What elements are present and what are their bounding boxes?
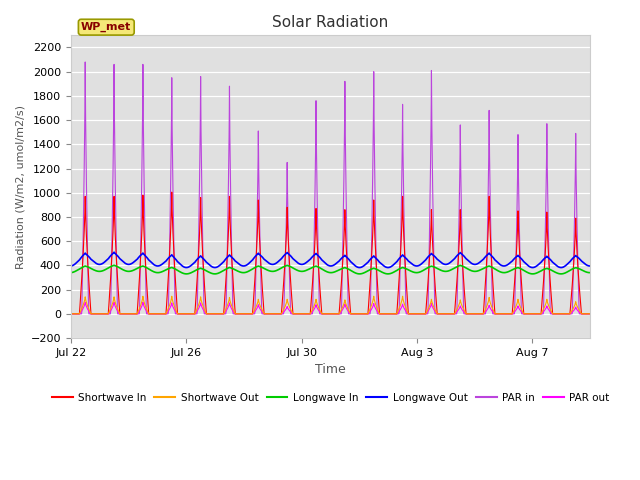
Shortwave In	[182, 311, 190, 317]
Longwave Out	[148, 261, 156, 266]
PAR out	[519, 311, 527, 316]
PAR out	[347, 311, 355, 317]
Shortwave In	[168, 189, 175, 195]
Longwave Out	[117, 257, 125, 263]
Shortwave Out	[67, 311, 75, 317]
PAR out	[81, 300, 89, 305]
Longwave In	[182, 271, 190, 277]
PAR in	[117, 311, 125, 317]
Shortwave Out	[347, 311, 355, 317]
PAR out	[586, 311, 594, 317]
Longwave In	[117, 266, 125, 272]
Longwave Out	[586, 263, 594, 269]
Shortwave In	[586, 311, 594, 317]
Legend: Shortwave In, Shortwave Out, Longwave In, Longwave Out, PAR in, PAR out: Shortwave In, Shortwave Out, Longwave In…	[47, 389, 613, 407]
Longwave Out	[182, 264, 190, 270]
Line: PAR out: PAR out	[71, 302, 590, 314]
Y-axis label: Radiation (W/m2, umol/m2/s): Radiation (W/m2, umol/m2/s)	[15, 105, 25, 269]
Longwave Out	[529, 264, 536, 270]
Line: PAR in: PAR in	[71, 62, 590, 314]
Line: Shortwave Out: Shortwave Out	[71, 296, 590, 314]
Shortwave Out	[255, 300, 263, 306]
Shortwave Out	[182, 311, 190, 317]
Shortwave In	[148, 311, 156, 317]
Shortwave In	[67, 311, 75, 317]
Longwave In	[519, 267, 527, 273]
Shortwave In	[519, 301, 527, 307]
Shortwave Out	[519, 310, 527, 315]
Shortwave In	[347, 311, 355, 317]
Longwave In	[529, 271, 536, 277]
PAR out	[148, 311, 156, 317]
Longwave In	[347, 267, 355, 273]
Longwave In	[148, 268, 156, 274]
PAR in	[182, 311, 190, 317]
PAR out	[182, 311, 190, 317]
PAR out	[67, 311, 75, 317]
Line: Longwave Out: Longwave Out	[71, 252, 590, 267]
PAR in	[347, 311, 355, 317]
PAR in	[586, 311, 594, 317]
Shortwave In	[117, 311, 125, 317]
Shortwave Out	[586, 311, 594, 317]
Shortwave Out	[139, 293, 147, 299]
PAR in	[81, 59, 89, 65]
Longwave Out	[110, 249, 118, 255]
PAR out	[117, 311, 125, 317]
Longwave Out	[519, 258, 527, 264]
PAR in	[255, 205, 263, 211]
PAR in	[519, 311, 527, 317]
Shortwave Out	[148, 311, 156, 317]
Longwave In	[110, 263, 118, 268]
Longwave Out	[255, 252, 263, 257]
PAR out	[255, 305, 263, 311]
Title: Solar Radiation: Solar Radiation	[273, 15, 388, 30]
Line: Longwave In: Longwave In	[71, 265, 590, 274]
Longwave In	[586, 270, 594, 276]
Longwave In	[67, 270, 75, 276]
Text: WP_met: WP_met	[81, 22, 131, 32]
X-axis label: Time: Time	[315, 363, 346, 376]
Longwave Out	[67, 263, 75, 269]
Shortwave Out	[117, 311, 125, 317]
PAR in	[67, 311, 75, 317]
Line: Shortwave In: Shortwave In	[71, 192, 590, 314]
Shortwave In	[255, 230, 263, 236]
Longwave Out	[347, 259, 355, 264]
PAR in	[148, 311, 156, 317]
Longwave In	[255, 264, 263, 269]
